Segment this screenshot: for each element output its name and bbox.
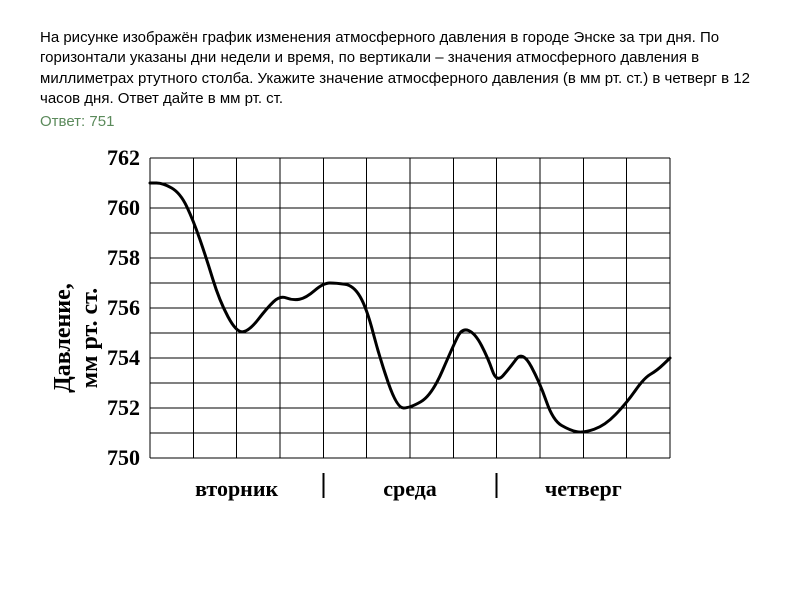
svg-text:756: 756 bbox=[107, 295, 140, 320]
svg-text:среда: среда bbox=[383, 476, 437, 501]
svg-text:четверг: четверг bbox=[545, 476, 622, 501]
svg-text:760: 760 bbox=[107, 195, 140, 220]
chart-svg: 750 752 754 756 758 760 762 вторник среда четверг bbox=[50, 138, 690, 518]
y-axis-title: Давление, мм рт. ст. bbox=[50, 283, 104, 393]
svg-text:762: 762 bbox=[107, 145, 140, 170]
question-text: На рисунке изображён график изменения ат… bbox=[40, 28, 760, 109]
answer-text: Ответ: 751 bbox=[40, 113, 760, 130]
svg-text:вторник: вторник bbox=[195, 476, 278, 501]
svg-text:750: 750 bbox=[107, 445, 140, 470]
svg-text:752: 752 bbox=[107, 395, 140, 420]
svg-text:758: 758 bbox=[107, 245, 140, 270]
svg-text:754: 754 bbox=[107, 345, 140, 370]
pressure-chart: Давление, мм рт. ст. 7507527547567587607… bbox=[50, 138, 750, 538]
